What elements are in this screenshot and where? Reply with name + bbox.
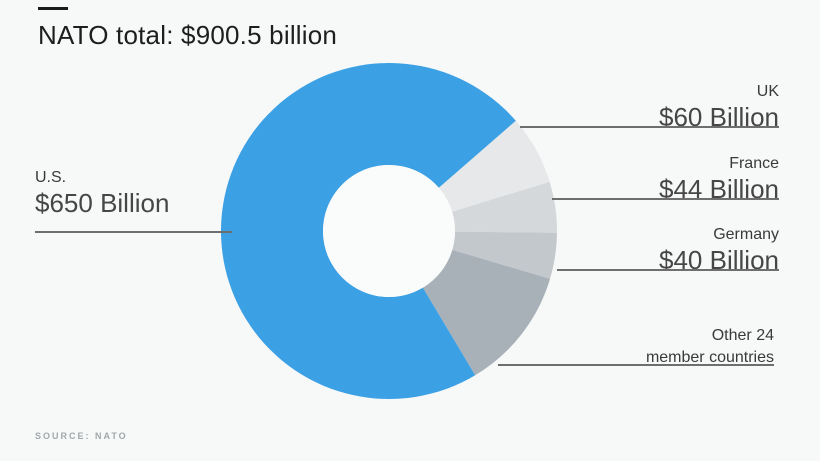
- callout-germany-country: Germany: [713, 226, 779, 243]
- brand-dash: [38, 7, 68, 10]
- callout-uk: UK $60 Billion: [659, 82, 779, 132]
- donut-segment-other-24-member-countries: [422, 249, 551, 376]
- callout-other: Other 24 member countries: [646, 325, 774, 369]
- donut-segment-u-s: [220, 62, 516, 399]
- callout-germany: Germany $40 Billion: [659, 225, 779, 275]
- callout-uk-country: UK: [756, 83, 779, 100]
- callout-us-leader-line: [35, 231, 232, 233]
- callout-france: France $44 Billion: [659, 154, 779, 204]
- donut-segment-france: [452, 181, 557, 233]
- callout-other-line2: member countries: [645, 349, 774, 366]
- donut-hole: [323, 165, 455, 297]
- callout-us-country: U.S.: [35, 169, 67, 186]
- donut-segment-uk: [438, 120, 550, 212]
- callout-france-leader-line: [552, 198, 779, 200]
- callout-us: U.S. $650 Billion: [35, 168, 169, 218]
- chart-title: NATO total: $900.5 billion: [38, 20, 338, 50]
- callout-uk-leader-line: [520, 126, 779, 128]
- callout-other-leader-line: [498, 364, 774, 366]
- callout-germany-leader-line: [557, 269, 779, 271]
- callout-france-country: France: [729, 155, 779, 172]
- callout-other-line1: Other 24: [711, 327, 774, 344]
- donut-segment-germany: [452, 231, 557, 279]
- source-attribution: SOURCE: NATO: [35, 431, 128, 441]
- callout-us-value: $650 Billion: [35, 188, 170, 218]
